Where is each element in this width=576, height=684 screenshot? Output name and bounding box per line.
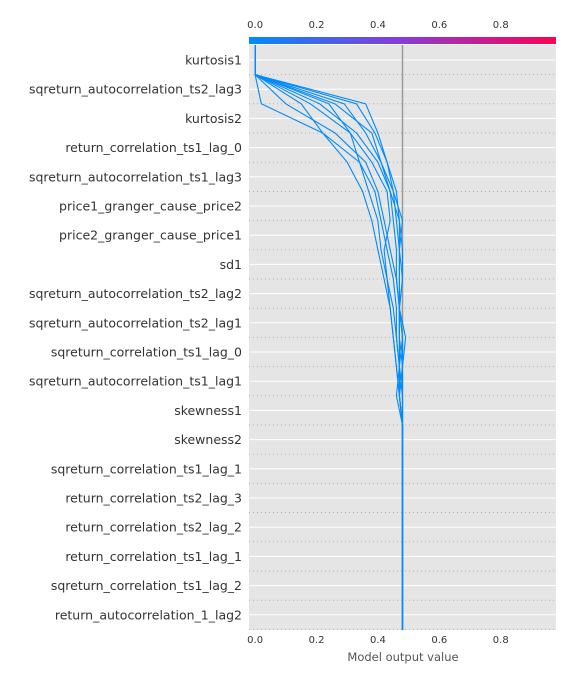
feature-label: sqreturn_autocorrelation_ts2_lag1 <box>29 315 242 330</box>
feature-label: sqreturn_autocorrelation_ts1_lag3 <box>29 169 242 184</box>
feature-label: sqreturn_correlation_ts1_lag_1 <box>51 461 242 476</box>
feature-label: return_correlation_ts2_lag_3 <box>65 491 242 506</box>
x-tick-label-bottom: 0.6 <box>431 635 447 646</box>
x-tick-label-bottom: 0.0 <box>247 635 263 646</box>
feature-label: sqreturn_autocorrelation_ts2_lag2 <box>29 286 242 301</box>
feature-label: sqreturn_autocorrelation_ts1_lag1 <box>29 374 242 389</box>
x-tick-label-bottom: 0.2 <box>309 635 325 646</box>
decision-line <box>254 45 404 630</box>
feature-label: sqreturn_autocorrelation_ts2_lag3 <box>29 82 242 97</box>
feature-label: return_correlation_ts2_lag_2 <box>65 520 242 535</box>
x-tick-label-top: 0.4 <box>370 20 386 31</box>
x-tick-label-top: 0.6 <box>431 20 447 31</box>
x-axis-label: Model output value <box>347 650 458 664</box>
feature-label: kurtosis1 <box>185 53 242 68</box>
x-tick-label-top: 0.2 <box>309 20 325 31</box>
feature-label: return_correlation_ts1_lag_1 <box>65 549 242 564</box>
feature-label: sd1 <box>220 257 242 272</box>
feature-label: kurtosis2 <box>185 111 242 126</box>
feature-label: sqreturn_correlation_ts1_lag_0 <box>51 345 242 360</box>
x-tick-label-top: 0.0 <box>247 20 263 31</box>
feature-label: skewness1 <box>174 403 242 418</box>
x-tick-label-bottom: 0.8 <box>493 635 509 646</box>
feature-label: return_correlation_ts1_lag_0 <box>65 140 242 155</box>
feature-label: sqreturn_correlation_ts1_lag_2 <box>51 578 242 593</box>
x-tick-label-bottom: 0.4 <box>370 635 386 646</box>
feature-label: price2_granger_cause_price1 <box>59 228 242 243</box>
feature-label: price1_granger_cause_price2 <box>59 199 242 214</box>
x-tick-label-top: 0.8 <box>493 20 509 31</box>
feature-label: skewness2 <box>174 432 242 447</box>
color-bar <box>249 37 556 44</box>
feature-label: return_autocorrelation_1_lag2 <box>55 607 242 622</box>
